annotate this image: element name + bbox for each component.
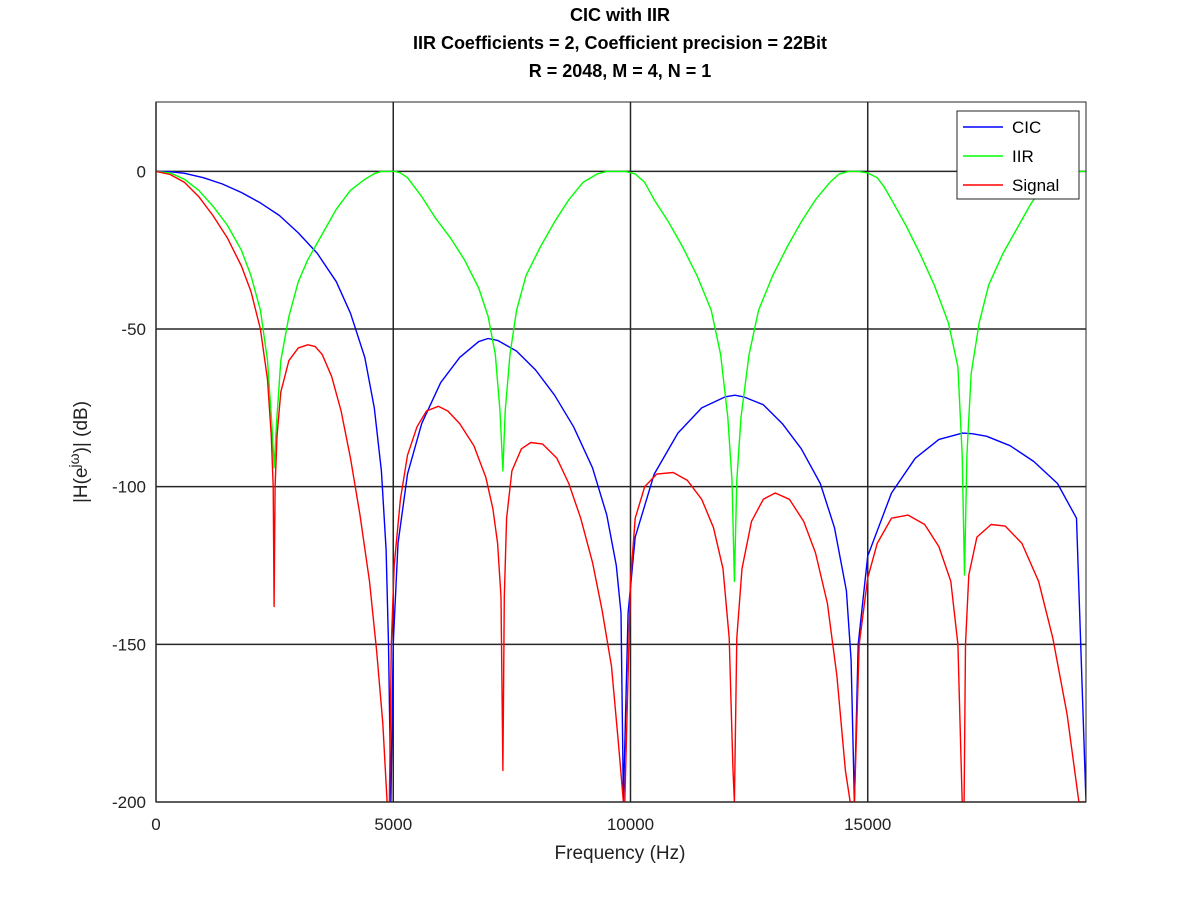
series-line-iir xyxy=(156,170,1086,582)
x-axis-label: Frequency (Hz) xyxy=(555,843,686,864)
y-tick-label: 0 xyxy=(137,162,146,181)
y-tick-label: -100 xyxy=(112,478,146,497)
title-line-1: CIC with IIR xyxy=(570,5,670,25)
y-tick-label: -150 xyxy=(112,635,146,654)
title-line-3: R = 2048, M = 4, N = 1 xyxy=(529,61,712,81)
y-tick-label: -50 xyxy=(121,320,146,339)
series-line-signal xyxy=(156,170,1086,802)
legend: CIC IIR Signal xyxy=(956,110,1080,200)
axis-ticks: 0 5000 10000 15000 0 -50 -100 -150 -200 xyxy=(112,162,891,834)
y-axis-label-superscript: jω xyxy=(66,453,82,468)
series-line-cic xyxy=(156,170,1086,802)
x-tick-label: 0 xyxy=(151,815,160,834)
title-line-2: IIR Coefficients = 2, Coefficient precis… xyxy=(413,33,827,53)
series-group xyxy=(156,170,1086,802)
y-axis-label-prefix: |H(e xyxy=(71,467,92,503)
x-tick-label: 10000 xyxy=(607,815,654,834)
y-axis-label: |H(ejω)| (dB) xyxy=(66,401,92,503)
y-tick-label: -200 xyxy=(112,793,146,812)
legend-label-iir: IIR xyxy=(1012,147,1034,166)
plot-frame xyxy=(155,101,1087,803)
chart-title: CIC with IIR IIR Coefficients = 2, Coeff… xyxy=(413,5,827,81)
x-tick-label: 5000 xyxy=(374,815,412,834)
y-axis-label-suffix: )| (dB) xyxy=(71,401,92,453)
legend-label-signal: Signal xyxy=(1012,176,1059,195)
x-tick-label: 15000 xyxy=(844,815,891,834)
legend-label-cic: CIC xyxy=(1012,118,1041,137)
